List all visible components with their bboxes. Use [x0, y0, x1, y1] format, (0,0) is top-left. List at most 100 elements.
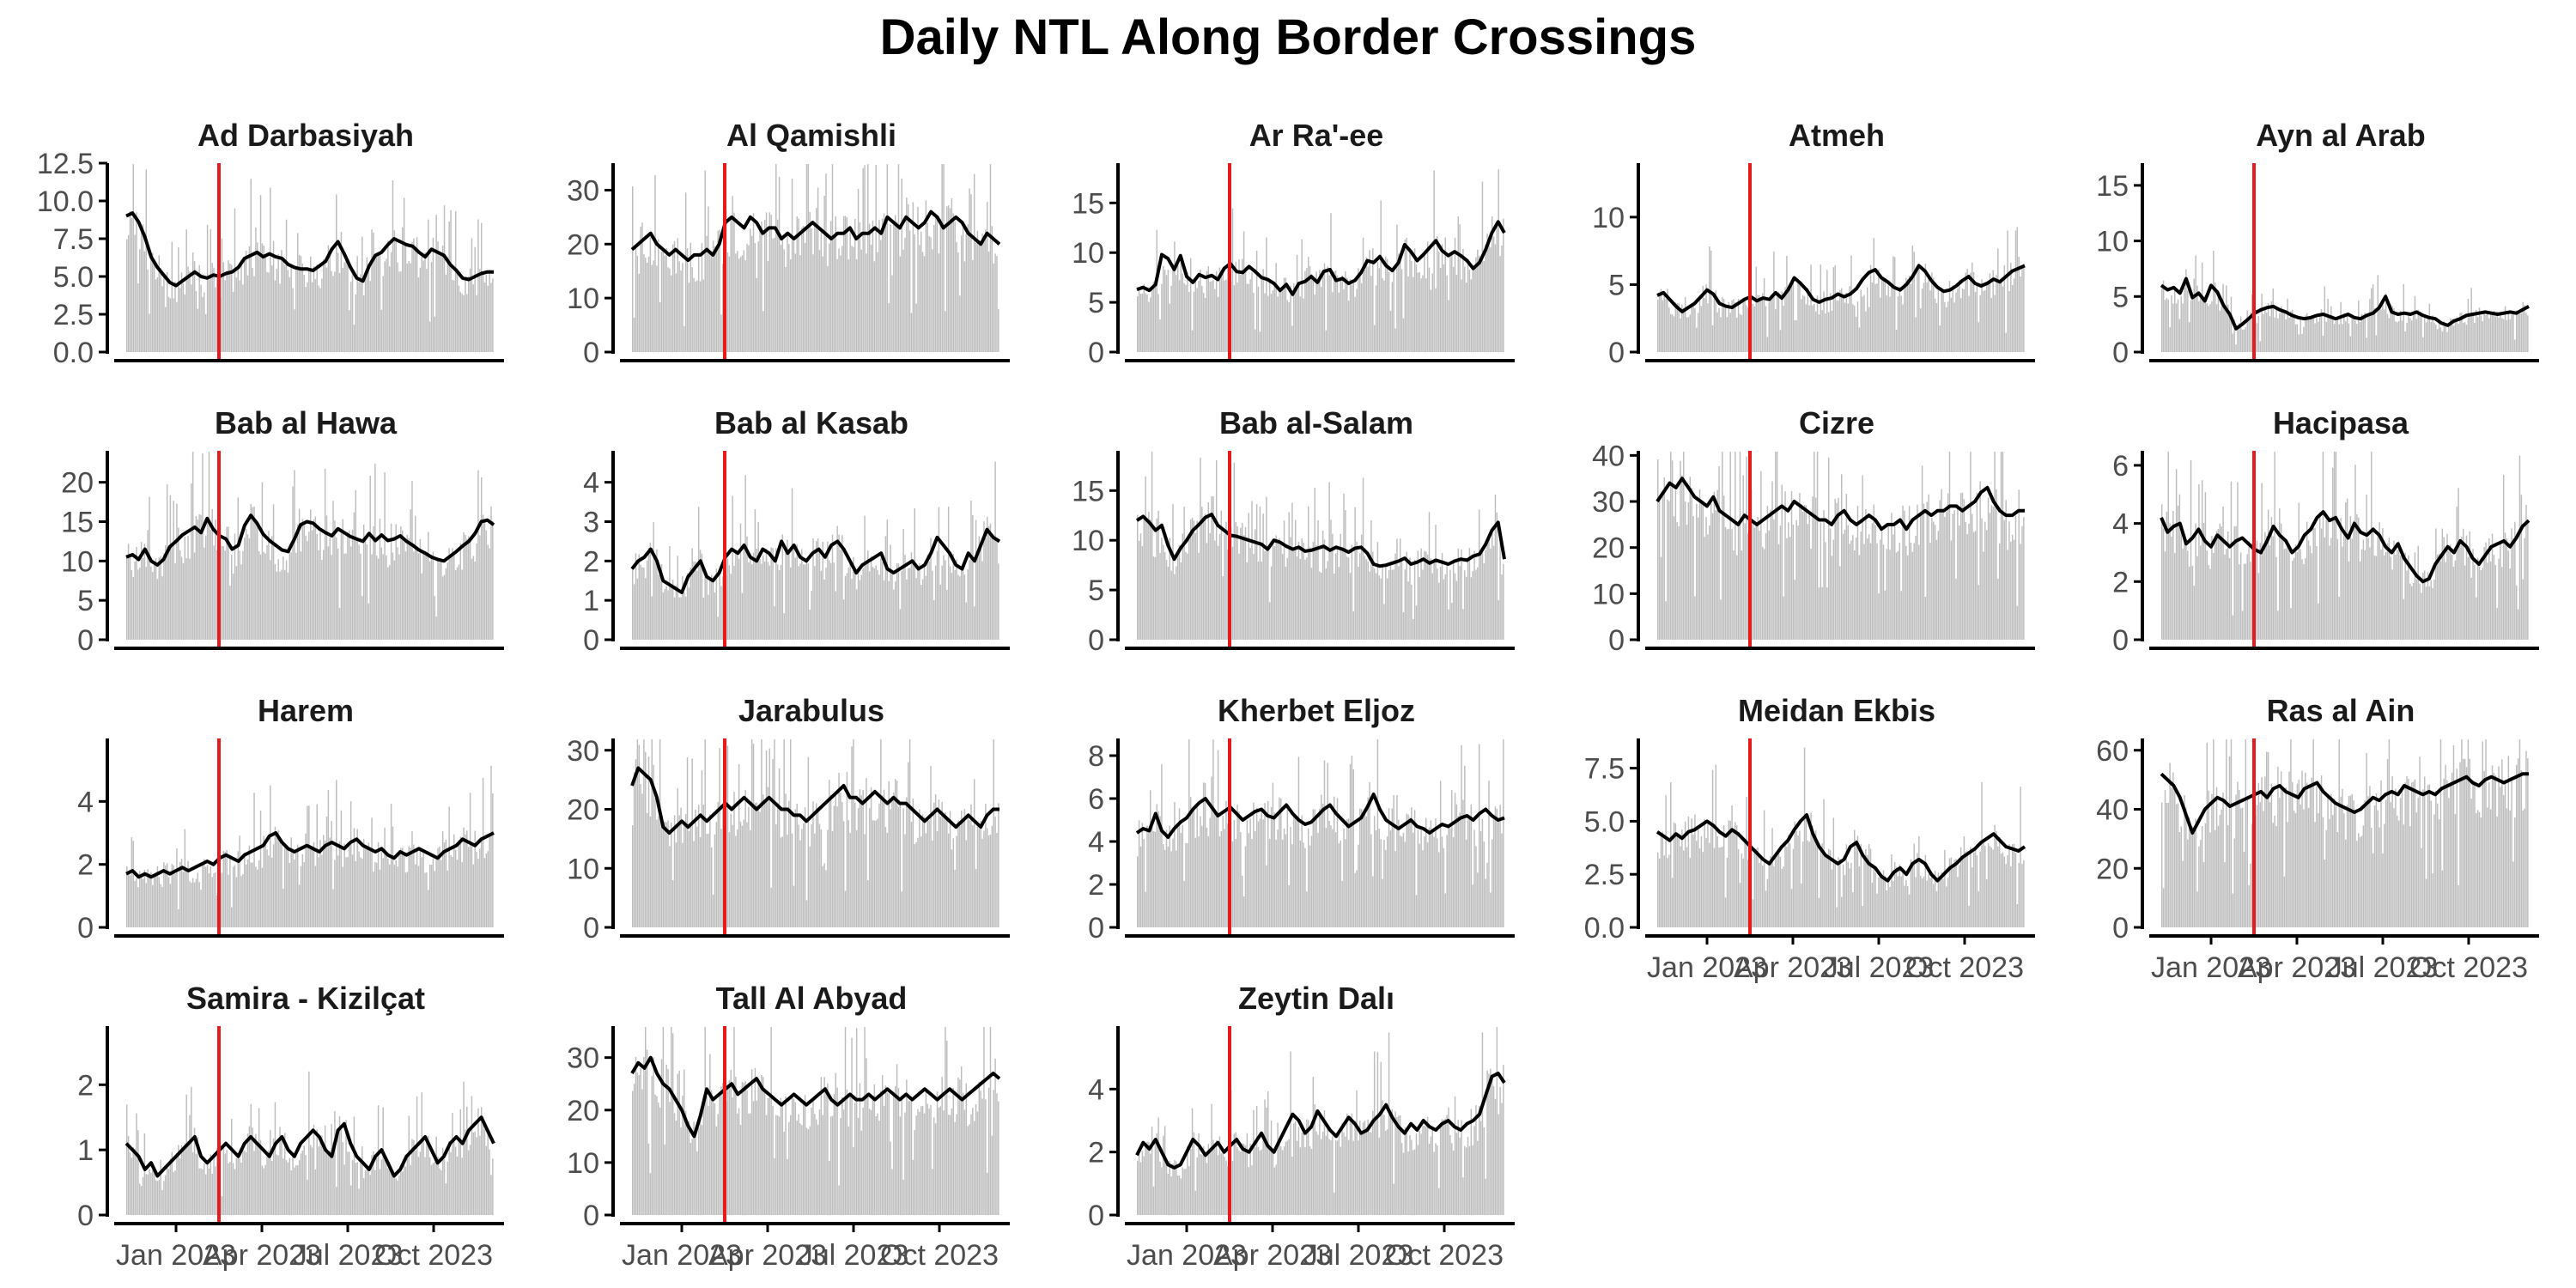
- daily-bar: [240, 564, 242, 640]
- daily-bar: [667, 1069, 669, 1215]
- daily-bar: [2427, 785, 2429, 927]
- daily-bar: [345, 857, 347, 927]
- daily-bar: [838, 773, 840, 927]
- daily-bar: [1398, 1115, 1400, 1215]
- daily-bar: [139, 1183, 141, 1215]
- x-tick-label: Jan 2023: [1647, 951, 1767, 984]
- daily-bar: [2250, 312, 2251, 352]
- daily-bar: [1294, 814, 1297, 927]
- daily-bar: [1369, 1132, 1370, 1215]
- daily-bar: [213, 267, 215, 352]
- daily-bar: [1238, 259, 1240, 352]
- daily-bar: [127, 1136, 130, 1215]
- daily-bar: [1312, 1077, 1315, 1215]
- daily-bar: [1911, 865, 1914, 927]
- daily-bar: [200, 890, 202, 927]
- daily-bar: [1180, 562, 1182, 640]
- daily-bar: [388, 266, 391, 352]
- y-tick-label: 10: [567, 1147, 599, 1180]
- daily-bar: [1947, 878, 1949, 927]
- daily-bar: [638, 554, 640, 640]
- daily-bar: [1262, 269, 1264, 352]
- daily-bar: [356, 256, 358, 352]
- daily-bar: [1465, 839, 1467, 927]
- y-tick-label: 4: [1088, 826, 1104, 859]
- daily-bar: [1362, 237, 1364, 352]
- daily-bar: [910, 1101, 913, 1215]
- daily-bar: [1249, 818, 1251, 927]
- daily-bar: [807, 563, 810, 640]
- daily-bar: [1345, 1136, 1346, 1215]
- daily-bar: [970, 501, 972, 640]
- daily-bar: [2346, 805, 2348, 927]
- daily-bar: [1499, 256, 1501, 352]
- daily-bar: [2427, 315, 2429, 352]
- daily-bar: [2507, 550, 2510, 640]
- daily-bar: [2228, 313, 2231, 352]
- daily-bar: [954, 1121, 956, 1215]
- daily-bar: [2248, 320, 2250, 352]
- daily-bar: [211, 508, 213, 640]
- daily-bar: [132, 164, 134, 352]
- daily-bar: [1448, 300, 1449, 352]
- daily-bar: [404, 242, 407, 352]
- daily-bar: [677, 556, 679, 640]
- daily-bar: [765, 750, 768, 927]
- daily-bar: [2303, 809, 2305, 927]
- daily-bar: [706, 576, 708, 640]
- daily-bar: [1338, 292, 1340, 352]
- daily-bar: [2217, 529, 2220, 640]
- daily-bar: [1386, 578, 1388, 640]
- daily-bar: [2307, 807, 2310, 927]
- daily-bar: [891, 275, 893, 352]
- daily-bar: [1157, 811, 1159, 927]
- daily-bar: [1146, 1141, 1148, 1215]
- y-tick-label: 0.0: [53, 337, 94, 369]
- daily-bar: [2175, 303, 2178, 352]
- daily-bar: [216, 278, 218, 352]
- daily-bar: [2318, 314, 2321, 352]
- daily-bar: [1678, 526, 1680, 640]
- daily-bar: [2461, 537, 2463, 640]
- daily-bar: [1966, 851, 1968, 927]
- daily-bar: [2307, 316, 2310, 352]
- daily-bar: [1139, 533, 1142, 640]
- daily-bar: [2482, 568, 2484, 640]
- daily-bar: [2195, 818, 2196, 927]
- daily-bar: [799, 563, 801, 640]
- daily-bar: [632, 825, 634, 927]
- daily-bar: [976, 230, 979, 352]
- rolling-average-line: [1135, 513, 1506, 568]
- daily-bar: [1309, 845, 1311, 927]
- daily-bar: [337, 1131, 339, 1215]
- daily-bar: [1683, 452, 1685, 640]
- daily-bar: [1143, 283, 1145, 352]
- daily-bar: [2367, 314, 2369, 352]
- daily-bar: [1839, 566, 1841, 640]
- daily-bar: [261, 867, 264, 927]
- rolling-average-line: [125, 211, 494, 288]
- daily-bar: [2259, 341, 2261, 352]
- daily-bar: [853, 556, 854, 640]
- daily-bar: [1968, 905, 1970, 927]
- daily-bar: [737, 829, 738, 927]
- daily-bar: [2283, 549, 2286, 640]
- daily-bar: [888, 580, 890, 640]
- daily-bar: [171, 864, 173, 927]
- x-tick-label: Jan 2023: [622, 1239, 742, 1272]
- daily-bar: [1687, 502, 1690, 640]
- daily-bar: [1443, 1119, 1445, 1215]
- daily-bar: [946, 206, 948, 352]
- daily-bar: [1821, 586, 1823, 640]
- daily-bar: [1255, 807, 1258, 927]
- daily-bar: [1389, 1114, 1392, 1215]
- daily-bar: [2375, 556, 2378, 640]
- daily-bar: [187, 1143, 189, 1215]
- daily-bar: [373, 232, 374, 352]
- daily-bar: [160, 884, 161, 927]
- daily-bar: [767, 787, 769, 927]
- daily-bar: [673, 815, 676, 927]
- daily-bar: [1211, 1103, 1212, 1215]
